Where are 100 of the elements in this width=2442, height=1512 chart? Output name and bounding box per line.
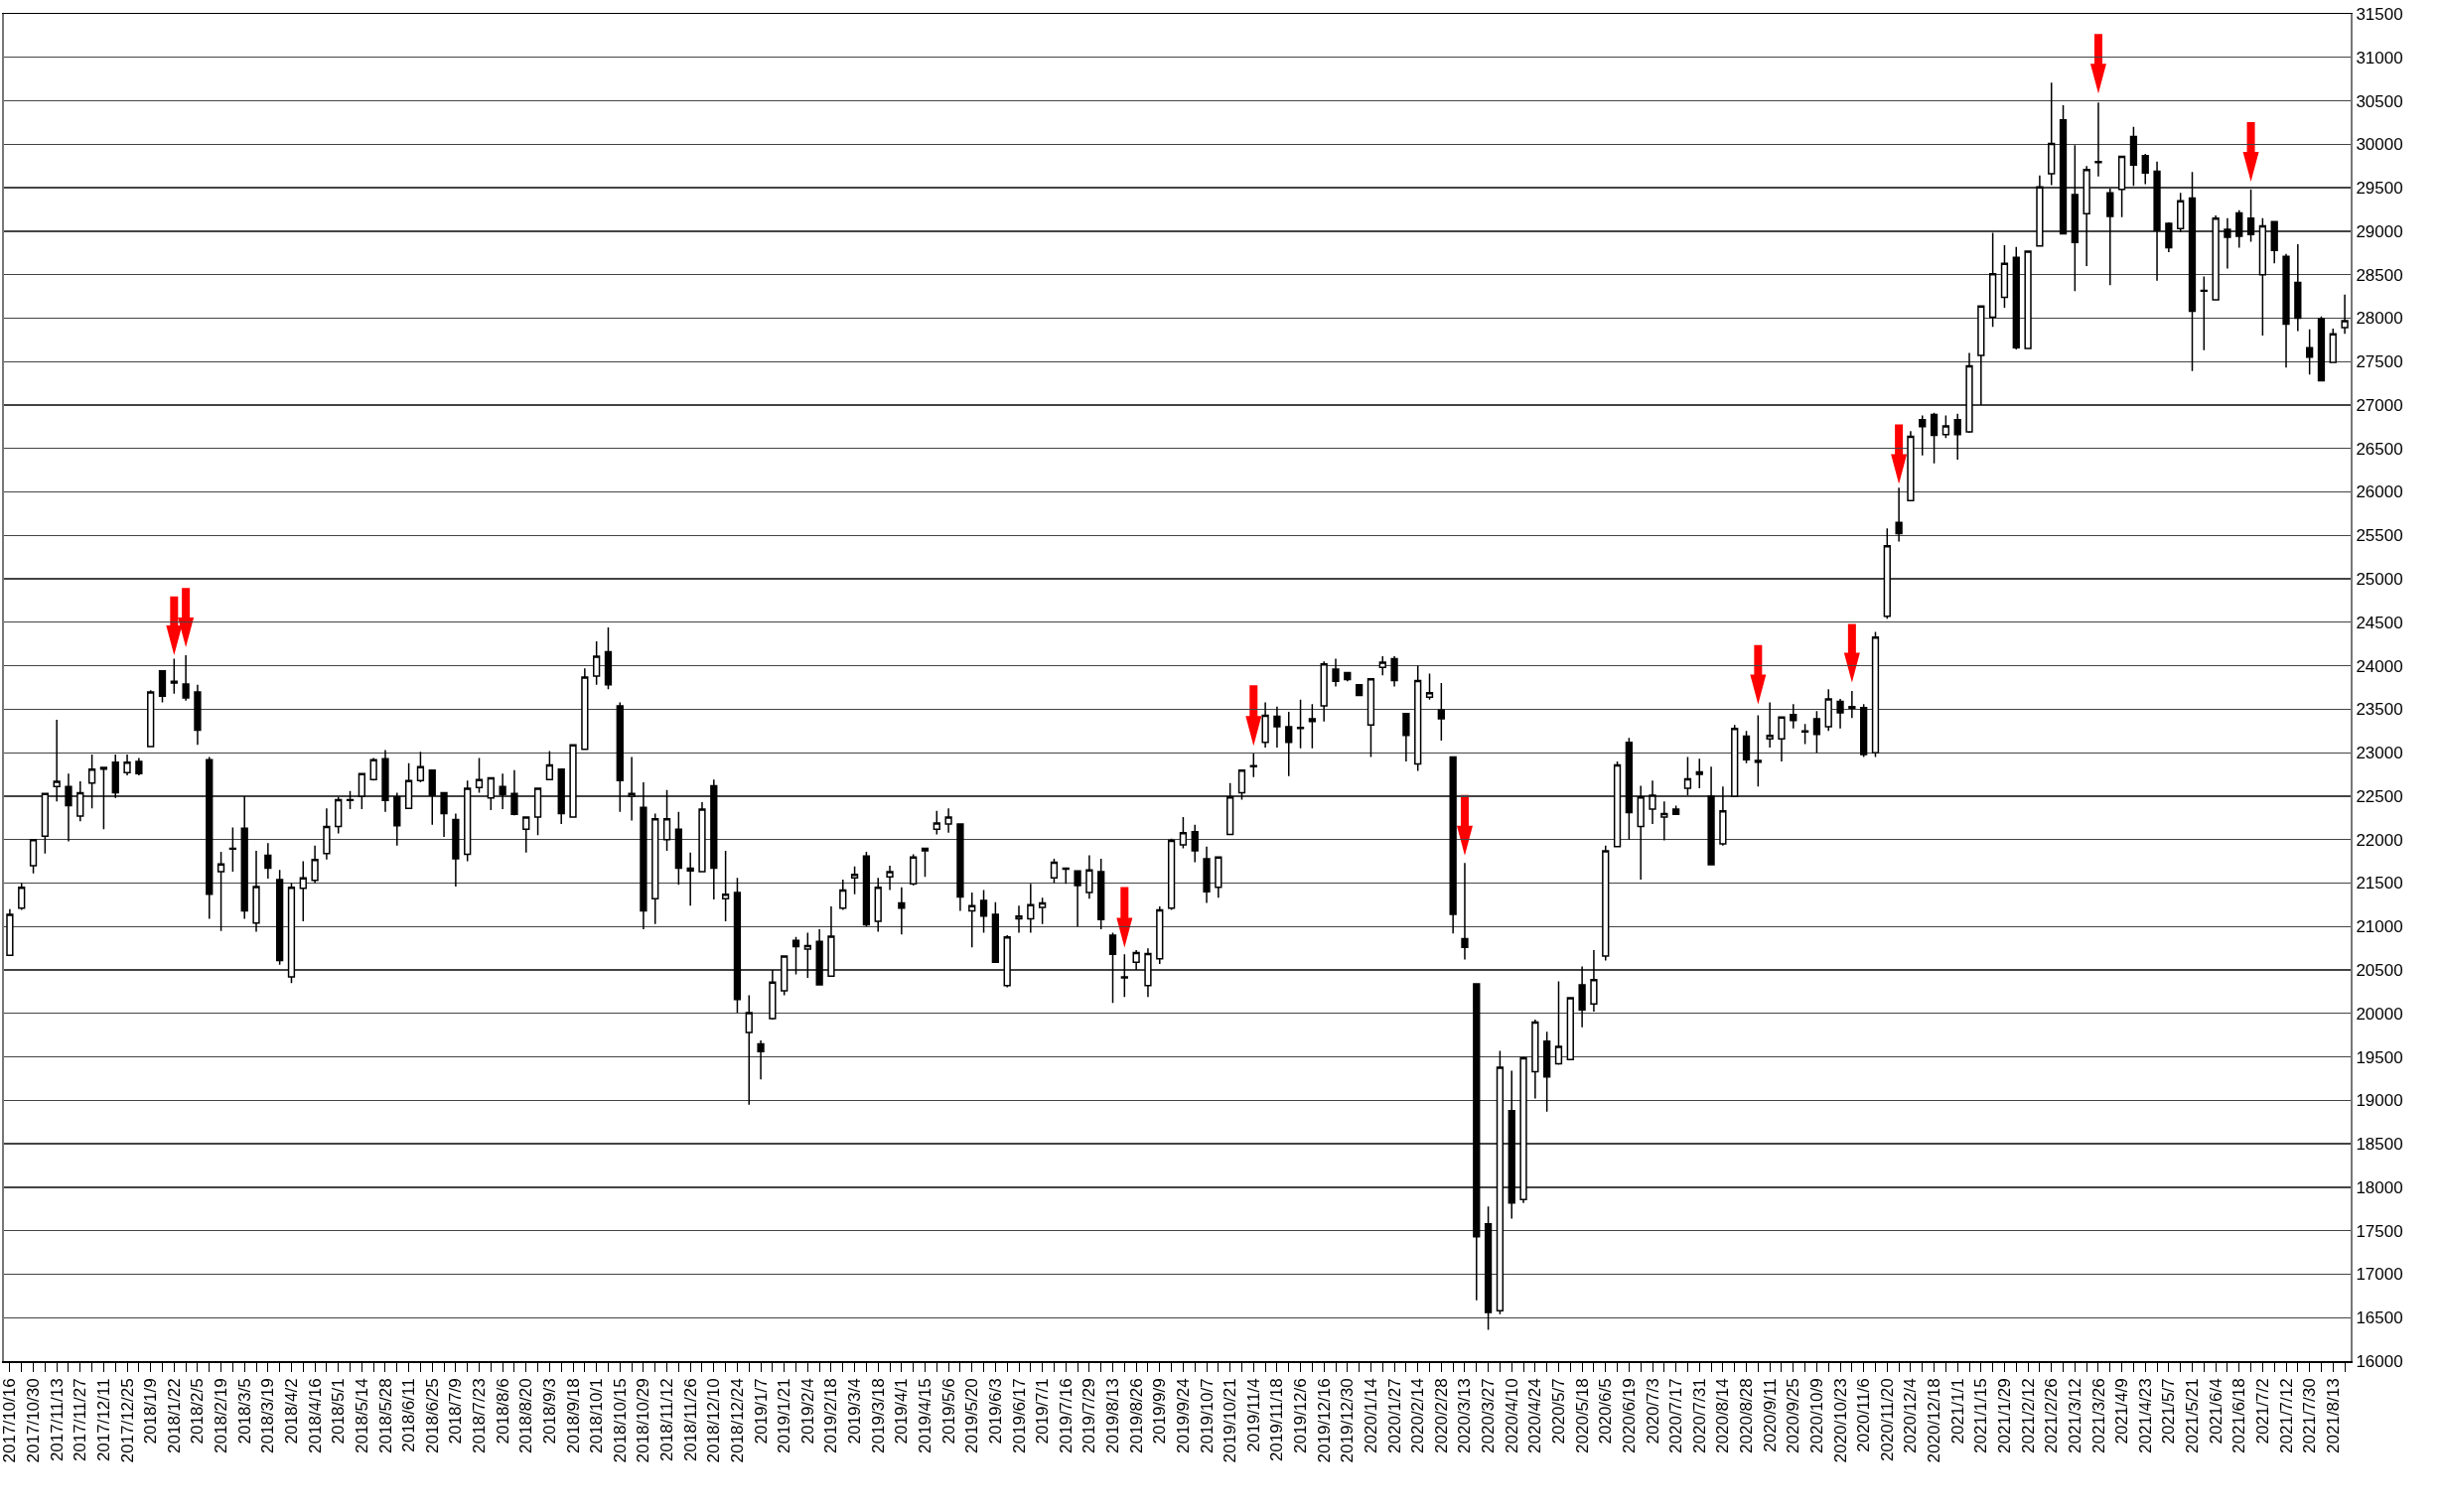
candlestick [464,779,472,863]
x-tick-label: 2019/11/4 [1243,1378,1263,1452]
candlestick [2188,171,2197,372]
candlestick [533,787,542,837]
y-tick-label: 31500 [2356,4,2403,24]
candlestick [1449,756,1457,935]
x-tick-label: 2020/12/18 [1925,1378,1944,1463]
x-tick-label: 2019/9/9 [1150,1378,1170,1444]
x-tick-label: 2018/12/24 [727,1378,747,1463]
candlestick [733,877,742,1014]
x-tick-label: 2020/1/14 [1361,1378,1380,1453]
candlestick [299,860,307,922]
x-tick-label: 2018/6/11 [399,1378,419,1452]
candlestick [2071,144,2079,293]
x-tick-label: 2018/8/20 [516,1378,536,1453]
candlestick [1261,701,1269,749]
x-tick-label: 2020/4/24 [1525,1378,1545,1453]
candlestick [2200,275,2208,351]
candlestick [2153,161,2161,282]
candlestick [944,807,952,834]
candlestick [158,670,167,704]
candlestick [2000,244,2009,309]
x-tick-label: 2018/8/6 [493,1378,512,1444]
x-tick-label: 2018/3/5 [234,1378,254,1444]
candlestick [1519,1055,1527,1204]
candlestick [170,657,178,695]
x-tick-label: 2019/1/21 [775,1378,794,1453]
x-tick-label: 2019/8/26 [1126,1378,1146,1453]
x-tick-label: 2019/9/24 [1173,1378,1193,1453]
candlestick [1812,710,1821,754]
x-tick-label: 2019/2/4 [797,1378,817,1444]
candlestick [1390,655,1398,688]
x-tick-label: 2019/7/16 [1056,1378,1076,1453]
x-tick-label: 2020/5/7 [1549,1378,1569,1444]
x-tick-label: 2017/11/13 [47,1378,67,1462]
candlestick [252,850,260,933]
y-tick-label: 21000 [2356,917,2403,937]
x-tick-label: 2018/5/28 [375,1378,395,1453]
x-tick-label: 2019/12/16 [1314,1378,1334,1463]
candlestick [1144,947,1152,998]
candlestick [757,1039,765,1081]
x-tick-label: 2018/1/9 [141,1378,161,1444]
candlestick [2282,252,2290,369]
candlestick [1249,753,1257,778]
candlestick [593,640,601,686]
candlestick [1719,785,1727,847]
x-tick-label: 2018/6/25 [422,1378,442,1453]
candlestick [1660,800,1668,842]
x-tick-label: 2020/2/28 [1431,1378,1451,1453]
candlestick [76,780,84,823]
candlestick [827,905,835,977]
candlestick [1496,1049,1505,1315]
candlestick [581,667,589,751]
candlestick [1062,866,1070,886]
candlestick [651,812,659,925]
candlestick [1965,351,1973,434]
candlestick [194,684,202,747]
candlestick [1132,949,1140,971]
x-tick-label: 2021/2/26 [2042,1378,2062,1453]
candlestick [1050,858,1059,885]
candlestick [545,750,554,781]
candlestick [1191,824,1199,864]
x-tick-label: 2018/4/16 [305,1378,325,1453]
candlestick [616,701,624,813]
candlestick [1613,760,1622,848]
candlestick [968,892,976,949]
x-tick-label: 2020/7/17 [1666,1378,1686,1453]
candlestick [874,877,882,933]
candlestick [2329,328,2337,363]
candlestick [1977,305,1985,406]
x-tick-label: 2020/6/19 [1619,1378,1639,1453]
x-tick-label: 2020/9/25 [1784,1378,1803,1453]
candlestick [1989,231,1997,328]
candlestick [2177,192,2185,233]
x-tick-label: 2021/1/15 [1971,1378,1991,1453]
candlestick [41,792,49,855]
candlestick [721,850,730,922]
candlestick [628,756,636,822]
candlestick [979,889,988,934]
x-tick-label: 2018/5/14 [352,1378,371,1453]
x-tick-label: 2018/10/15 [610,1378,630,1463]
candlestick [2012,245,2020,350]
candlestick [2317,315,2326,382]
candlestick [53,719,61,802]
candlestick [111,754,119,799]
x-tick-label: 2020/4/10 [1502,1378,1521,1453]
candlestick [358,772,365,810]
candlestick [886,865,894,892]
x-tick-label: 2019/6/17 [1009,1378,1029,1453]
x-tick-label: 2018/3/19 [258,1378,278,1453]
candlestick [1566,997,1574,1061]
x-tick-label: 2021/6/18 [2229,1378,2249,1453]
x-tick-label: 2021/1/29 [1994,1378,2014,1453]
candlestick [1355,684,1364,697]
candlestick [2117,155,2126,218]
x-tick-label: 2017/10/16 [0,1378,20,1463]
candlestick [698,801,706,873]
x-tick-label: 2018/11/12 [657,1378,677,1462]
candlestick [452,812,460,888]
candlestick [323,807,331,861]
